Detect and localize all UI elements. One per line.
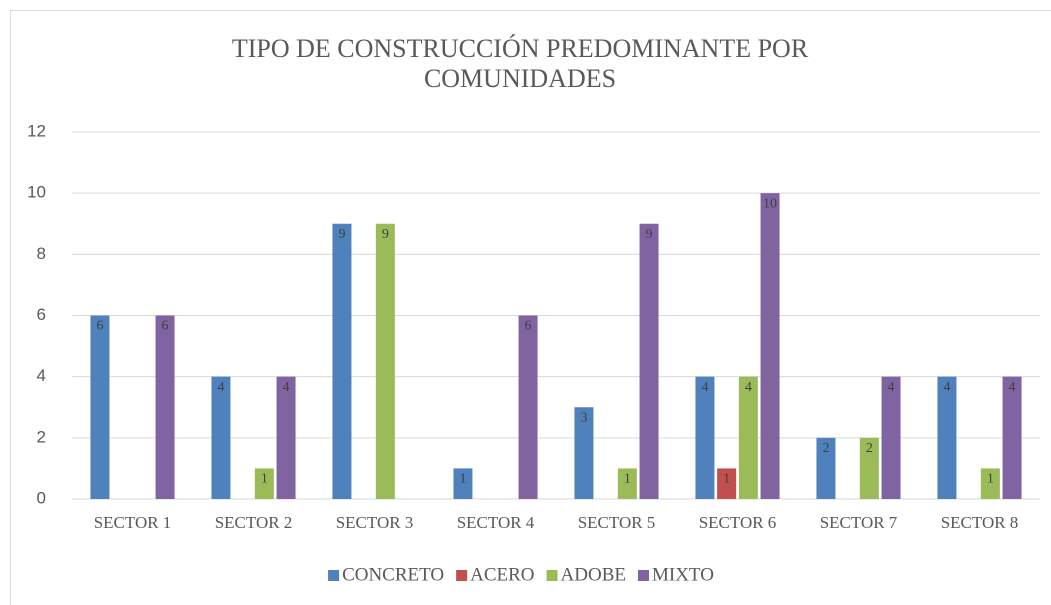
- data-label: 4: [283, 380, 290, 395]
- y-tick-label: 12: [27, 121, 46, 140]
- legend-swatch: [456, 570, 468, 581]
- y-tick-label: 10: [27, 183, 46, 202]
- data-label: 6: [96, 319, 103, 334]
- data-label: 4: [217, 380, 224, 395]
- data-label: 9: [382, 227, 389, 242]
- x-tick-label: SECTOR 1: [94, 513, 172, 532]
- data-label: 2: [866, 441, 873, 456]
- legend-label: CONCRETO: [342, 564, 444, 585]
- data-label: 2: [822, 441, 829, 456]
- data-label: 1: [723, 472, 730, 487]
- bar: [1002, 376, 1022, 499]
- x-tick-label: SECTOR 2: [215, 513, 293, 532]
- bar: [937, 376, 957, 499]
- legend-swatch: [637, 570, 649, 581]
- data-label: 9: [646, 227, 653, 242]
- legend-label: ACERO: [470, 564, 534, 585]
- legend-label: ADOBE: [561, 564, 626, 585]
- chart-title: TIPO DE CONSTRUCCIÓN PREDOMINANTE POR CO…: [231, 34, 809, 93]
- data-label: 1: [459, 472, 466, 487]
- bar: [453, 468, 473, 499]
- data-label: 10: [763, 196, 777, 211]
- bar: [881, 376, 901, 499]
- legend-swatch: [328, 570, 340, 581]
- data-label: 9: [338, 227, 345, 242]
- bar: [518, 315, 538, 499]
- y-tick-label: 8: [37, 244, 46, 263]
- bar: [574, 407, 594, 499]
- bar: [375, 223, 395, 499]
- bar: [738, 376, 758, 499]
- bar: [639, 223, 659, 499]
- bar: [695, 376, 715, 499]
- data-label: 1: [624, 472, 631, 487]
- bar: [717, 468, 737, 499]
- y-tick-label: 2: [37, 427, 46, 446]
- x-tick-label: SECTOR 5: [578, 513, 656, 532]
- bar: [760, 193, 780, 499]
- data-label: 1: [987, 472, 994, 487]
- bar: [155, 315, 175, 499]
- data-label: 4: [943, 380, 950, 395]
- data-label: 4: [888, 380, 895, 395]
- bar: [980, 468, 1000, 499]
- legend-label: MIXTO: [652, 564, 714, 585]
- x-tick-label: SECTOR 6: [699, 513, 777, 532]
- data-label: 6: [525, 319, 532, 334]
- data-label: 4: [701, 380, 708, 395]
- bar: [276, 376, 296, 499]
- data-label: 1: [261, 472, 268, 487]
- bar: [254, 468, 274, 499]
- bar: [211, 376, 231, 499]
- bar: [859, 437, 879, 499]
- chart-border: [10, 10, 1051, 605]
- data-label: 4: [1009, 380, 1016, 395]
- legend-swatch: [546, 570, 558, 581]
- bar: [90, 315, 110, 499]
- y-tick-label: 0: [37, 488, 46, 507]
- x-tick-label: SECTOR 8: [941, 513, 1019, 532]
- y-tick-label: 4: [37, 366, 46, 385]
- x-tick-label: SECTOR 3: [336, 513, 414, 532]
- bar: [617, 468, 637, 499]
- data-label: 4: [745, 380, 752, 395]
- bar: [332, 223, 352, 499]
- y-tick-label: 6: [37, 305, 46, 324]
- x-tick-label: SECTOR 7: [820, 513, 898, 532]
- x-tick-label: SECTOR 4: [457, 513, 535, 532]
- data-label: 6: [162, 319, 169, 334]
- bar: [816, 437, 836, 499]
- data-label: 3: [580, 410, 587, 425]
